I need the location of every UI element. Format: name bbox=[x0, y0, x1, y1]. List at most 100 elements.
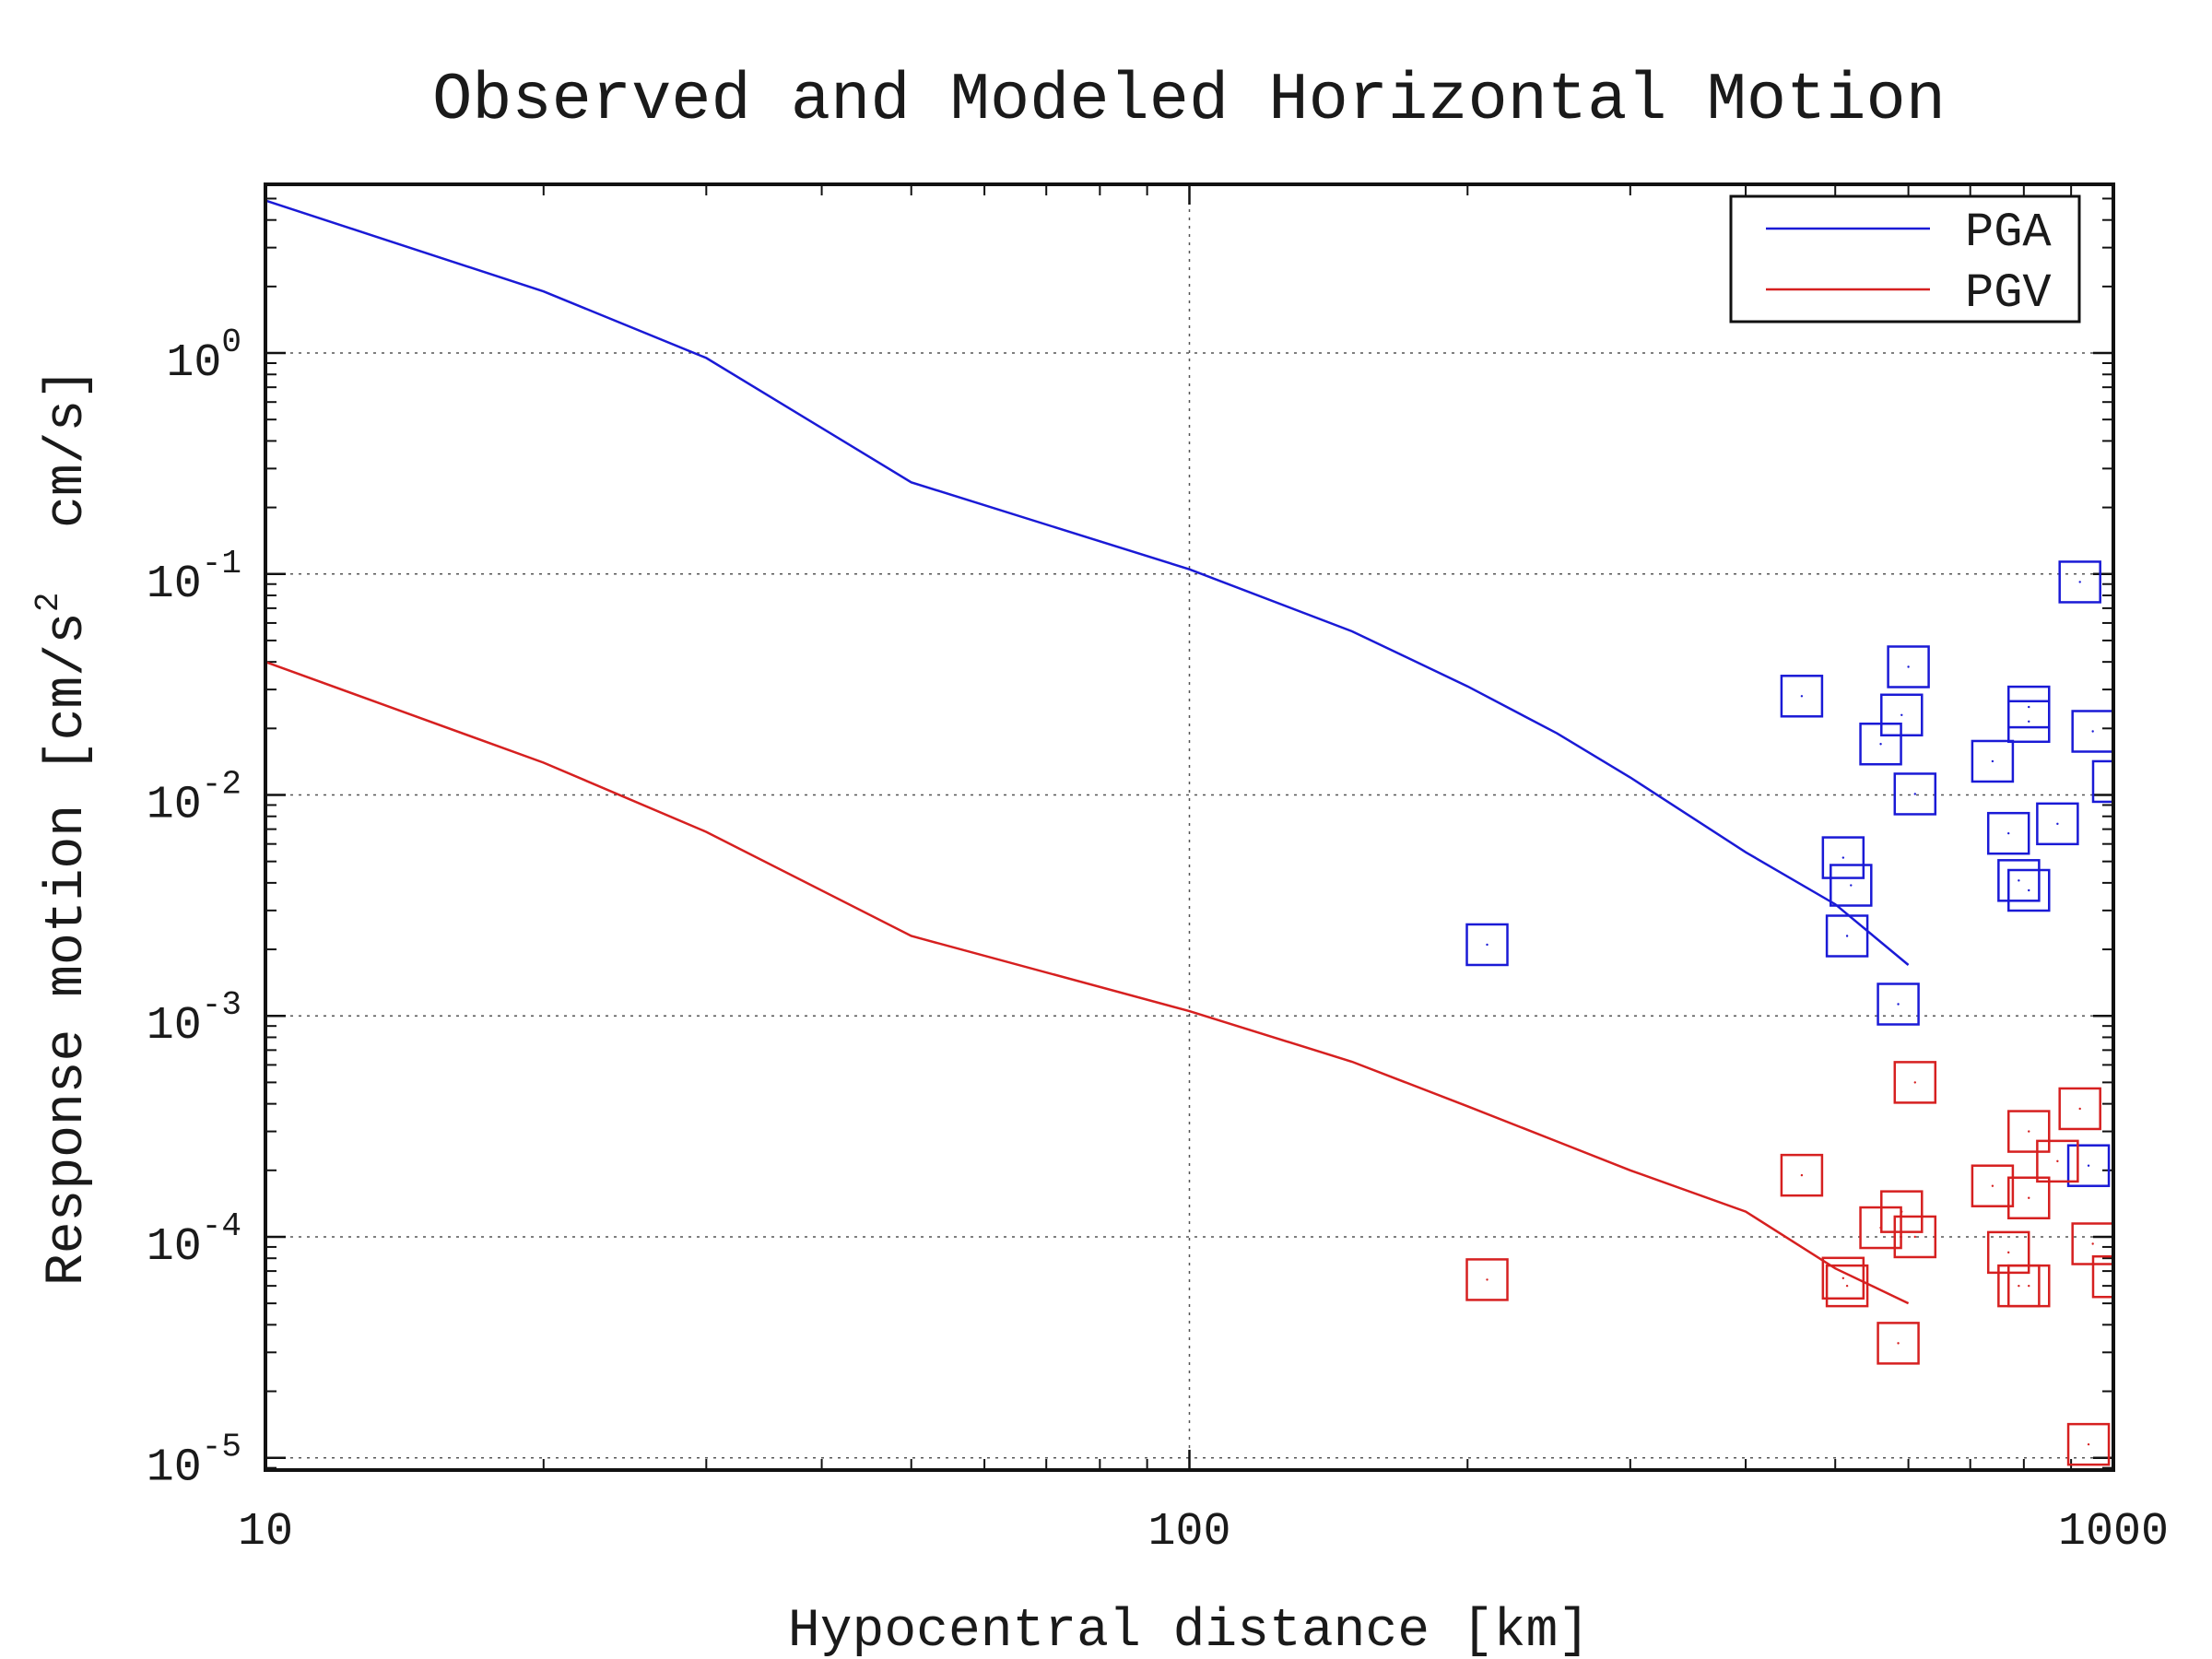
x-tick-label: 1000 bbox=[2058, 1506, 2169, 1559]
observed-marker-center-pga bbox=[1879, 743, 1882, 746]
observed-marker-pgv bbox=[1825, 1264, 1869, 1308]
observed-marker-pga bbox=[2058, 560, 2101, 604]
observed-marker-center-pga bbox=[1850, 884, 1853, 887]
y-tick-label: 10-3 bbox=[147, 986, 241, 1053]
legend: PGA PGV bbox=[1729, 194, 2081, 324]
observed-marker-center-pga bbox=[1486, 943, 1488, 947]
observed-marker-pgv bbox=[1893, 1215, 1937, 1259]
observed-marker-pgv bbox=[1465, 1258, 1509, 1301]
observed-marker-center-pgv bbox=[2028, 1196, 2030, 1199]
observed-marker-center-pga bbox=[1845, 935, 1849, 937]
observed-marker-center-pgv bbox=[1486, 1278, 1488, 1281]
observed-marker-center-pgv bbox=[1913, 1235, 1916, 1239]
observed-marker-pga bbox=[2066, 1144, 2111, 1187]
observed-marker-center-pgv bbox=[1900, 1210, 1903, 1213]
observed-marker-pgv bbox=[2007, 1176, 2051, 1219]
observed-marker-pga bbox=[1887, 645, 1930, 688]
plot-frame bbox=[264, 182, 2115, 1472]
y-axis-label-prefix: Response motion [cm/s bbox=[38, 612, 98, 1286]
x-axis-label: Hypocentral distance [km] bbox=[788, 1602, 1590, 1659]
observed-marker-pgv bbox=[2058, 1087, 2101, 1131]
observed-marker-center-pga bbox=[2087, 1164, 2090, 1167]
y-tick-label: 10-2 bbox=[147, 765, 241, 831]
y-axis-label-sup: 2 bbox=[29, 593, 67, 613]
observed-marker-center-pgv bbox=[1897, 1342, 1900, 1345]
x-tick-label: 10 bbox=[238, 1506, 293, 1559]
observed-marker-center-pga bbox=[2018, 879, 2020, 882]
observed-marker-center-pga bbox=[2078, 581, 2081, 583]
y-tick-labels: 10-5 10-4 10-3 10-2 10-1 100 bbox=[147, 324, 241, 1495]
observed-marker-center-pga bbox=[2007, 831, 2010, 835]
y-tick-label: 10-1 bbox=[147, 545, 241, 611]
observed-marker-pga bbox=[1830, 864, 1873, 907]
observed-marker-pga bbox=[2007, 700, 2051, 744]
observed-marker-center-pga bbox=[2056, 822, 2059, 826]
y-axis-label-suffix: cm/s] bbox=[38, 368, 98, 593]
observed-marker-center-pgv bbox=[2018, 1284, 2020, 1288]
observed-marker-pgv bbox=[1971, 1164, 2015, 1207]
observed-marker-pga bbox=[2007, 868, 2051, 912]
observed-marker-pga bbox=[1825, 914, 1869, 958]
y-axis-label: Response motion [cm/s2 cm/s] bbox=[29, 368, 98, 1286]
observed-marker-center-pgv bbox=[2087, 1442, 2090, 1446]
legend-box bbox=[1729, 194, 2081, 324]
observed-marker-pga bbox=[2036, 802, 2079, 846]
observed-marker-center-pgv bbox=[2078, 1107, 2081, 1111]
observed-marker-pgv bbox=[1893, 1061, 1937, 1104]
x-tick-label: 100 bbox=[1147, 1506, 1230, 1559]
observed-marker-center-pgv bbox=[1845, 1284, 1849, 1288]
observed-marker-center-pga bbox=[2091, 730, 2094, 733]
observed-marker-pga bbox=[1465, 923, 1509, 967]
legend-label-pga: PGA bbox=[1965, 206, 2052, 260]
observed-marker-center-pgv bbox=[1913, 1081, 1916, 1084]
observed-marker-center-pga bbox=[2028, 720, 2030, 723]
observed-marker-pgv bbox=[1880, 1190, 1924, 1233]
observed-marker-pgv bbox=[1877, 1322, 1920, 1365]
observed-marker-pga bbox=[1780, 675, 1824, 718]
observed-marker-pgv bbox=[2007, 1110, 2051, 1153]
observed-marker-pgv bbox=[2007, 1264, 2051, 1308]
observed-marker-pga bbox=[1893, 772, 1937, 816]
grid bbox=[265, 184, 2113, 1470]
observed-marker-pga bbox=[1821, 836, 1865, 879]
observed-marker-center-pgv bbox=[2007, 1251, 2010, 1254]
observed-marker-pga bbox=[1971, 739, 2015, 783]
observed-marker-pga bbox=[1986, 811, 2030, 855]
observed-marker-center-pga bbox=[1900, 713, 1903, 716]
legend-label-pgv: PGV bbox=[1965, 266, 2052, 321]
observed-marker-pgv bbox=[1821, 1256, 1865, 1300]
model-line-pga bbox=[265, 199, 1910, 966]
observed-marker-pgv bbox=[2091, 1254, 2113, 1299]
observed-marker-center-pgv bbox=[2056, 1159, 2059, 1163]
series-layer bbox=[265, 199, 2113, 1466]
plot-area bbox=[265, 199, 2113, 1466]
y-tick-label: 10-4 bbox=[147, 1207, 241, 1274]
observed-marker-center-pgv bbox=[2091, 1242, 2094, 1245]
observed-marker-center-pgv bbox=[1991, 1184, 1994, 1187]
observed-marker-pgv bbox=[2036, 1139, 2079, 1183]
observed-marker-center-pgv bbox=[1800, 1173, 1804, 1177]
observed-marker-center-pgv bbox=[2028, 1284, 2030, 1288]
observed-marker-center-pga bbox=[2028, 888, 2030, 892]
chart-title: Observed and Modeled Horizontal Motion bbox=[432, 63, 1946, 138]
observed-marker-pga bbox=[1997, 859, 2041, 902]
observed-marker-pga bbox=[2091, 759, 2113, 804]
observed-marker-pgv bbox=[2066, 1422, 2111, 1466]
observed-marker-center-pga bbox=[1841, 856, 1845, 859]
observed-marker-center-pga bbox=[1907, 665, 1910, 668]
observed-marker-center-pgv bbox=[1841, 1277, 1845, 1280]
observed-marker-center-pga bbox=[2028, 705, 2030, 709]
observed-marker-pgv bbox=[1780, 1153, 1824, 1197]
observed-marker-pga bbox=[1877, 982, 1920, 1026]
model-line-pgv bbox=[265, 661, 1910, 1305]
y-tick-label: 10-5 bbox=[147, 1429, 241, 1495]
observed-marker-center-pga bbox=[1897, 1003, 1900, 1006]
x-tick-labels: 10 100 1000 bbox=[238, 1506, 2169, 1559]
observed-marker-center-pga bbox=[1991, 759, 1994, 763]
observed-marker-pga bbox=[1880, 693, 1924, 737]
observed-marker-center-pga bbox=[1800, 695, 1804, 698]
y-tick-label: 100 bbox=[166, 324, 241, 390]
observed-marker-center-pga bbox=[1913, 793, 1916, 795]
observed-marker-center-pgv bbox=[2028, 1130, 2030, 1133]
